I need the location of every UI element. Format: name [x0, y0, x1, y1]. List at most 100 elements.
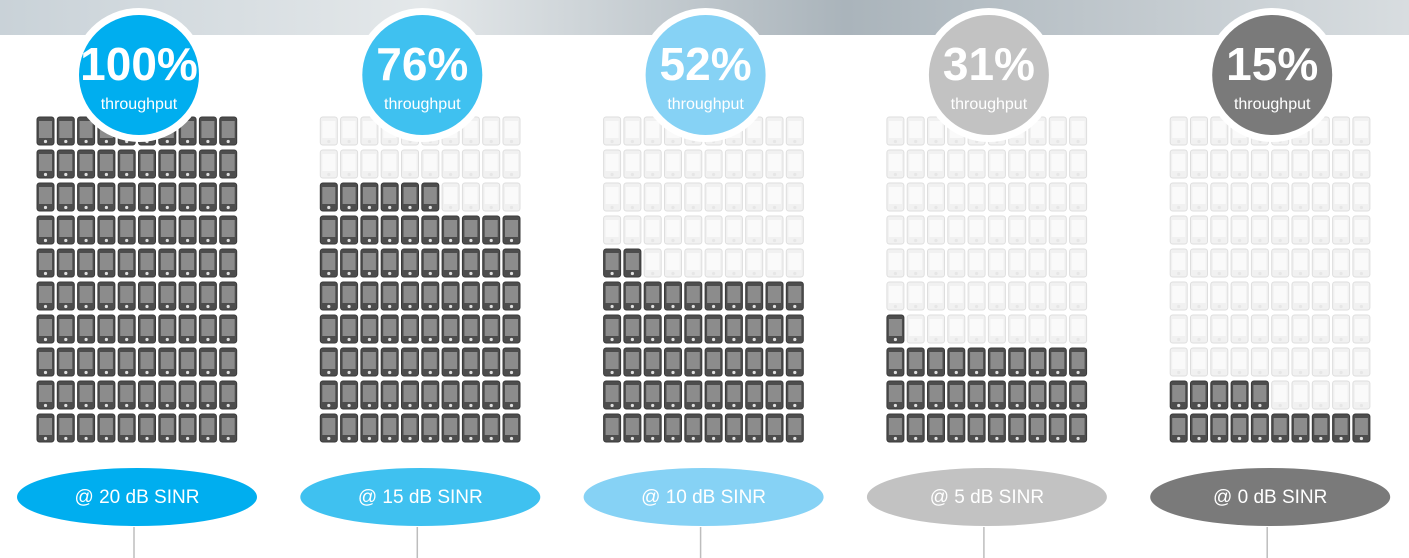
- phone-button: [1056, 436, 1060, 441]
- phone-button: [1056, 139, 1060, 144]
- phone-screen: [990, 286, 1004, 303]
- phone-icon: [1311, 248, 1330, 278]
- phone-icon: [77, 116, 96, 146]
- phone-icon: [421, 149, 440, 179]
- phone-button: [145, 436, 149, 441]
- phone-screen: [1051, 418, 1065, 435]
- phone-icon: [664, 182, 682, 212]
- phone-screen: [505, 286, 518, 303]
- phone-button: [367, 403, 371, 408]
- phone-icon: [56, 116, 75, 146]
- phone-button: [145, 403, 149, 408]
- badge: [645, 15, 766, 135]
- phone-screen: [99, 286, 113, 303]
- phone-screen: [160, 154, 174, 171]
- phone-screen: [666, 286, 680, 303]
- phone-button: [206, 238, 210, 243]
- phone-icon: [1028, 149, 1047, 179]
- phone-icon: [927, 380, 945, 410]
- phone-button: [752, 271, 756, 276]
- phone-icon: [1028, 182, 1047, 212]
- phone-screen: [1172, 385, 1186, 402]
- phone-button: [43, 370, 48, 375]
- phone-screen: [59, 385, 73, 402]
- phone-button: [691, 403, 695, 408]
- phone-button: [186, 271, 190, 276]
- phone-screen: [59, 121, 73, 138]
- phone-icon: [886, 281, 905, 311]
- phone-screen: [990, 154, 1004, 171]
- phone-screen: [768, 220, 781, 237]
- phone-button: [1056, 238, 1060, 243]
- phone-icon: [56, 215, 75, 245]
- phone-screen: [1192, 154, 1206, 171]
- phone-icon: [643, 116, 662, 146]
- phone-icon: [340, 281, 359, 311]
- phone-icon: [987, 149, 1006, 179]
- phone-button: [1238, 337, 1242, 342]
- phone-icon: [987, 281, 1006, 311]
- phone-icon: [138, 380, 156, 410]
- phone-screen: [99, 154, 113, 171]
- phone-button: [975, 436, 979, 441]
- phone-screen: [949, 253, 963, 270]
- phone-button: [610, 403, 614, 408]
- phone-icon: [97, 314, 116, 344]
- phone-icon: [745, 347, 764, 377]
- phone-screen: [1010, 352, 1024, 369]
- phone-button: [43, 238, 48, 243]
- phone-button: [64, 304, 68, 309]
- phone-icon: [684, 182, 703, 212]
- phone-button: [84, 205, 88, 210]
- percent-label: 52%: [660, 38, 752, 90]
- phone-screen: [949, 154, 963, 171]
- phone-screen: [625, 154, 639, 171]
- phone-screen: [1212, 385, 1226, 402]
- phone-button: [893, 271, 898, 276]
- phone-button: [1359, 370, 1363, 375]
- phone-icon: [1190, 314, 1208, 344]
- phone-icon: [178, 281, 197, 311]
- phone-screen: [1031, 121, 1044, 138]
- phone-icon: [138, 314, 156, 344]
- phone-button: [1278, 172, 1282, 177]
- phone-screen: [221, 187, 235, 204]
- phone-screen: [505, 253, 518, 270]
- phone-button: [428, 370, 432, 375]
- phone-button: [630, 436, 635, 441]
- phone-screen: [727, 319, 741, 336]
- phone-icon: [380, 248, 399, 278]
- phone-icon: [906, 149, 925, 179]
- phone-button: [630, 370, 635, 375]
- phone-screen: [383, 319, 397, 336]
- phone-icon: [886, 380, 905, 410]
- phone-icon: [97, 149, 116, 179]
- phone-icon: [219, 314, 238, 344]
- phone-screen: [1051, 286, 1065, 303]
- phone-button: [469, 139, 473, 144]
- phone-button: [671, 271, 675, 276]
- phone-button: [165, 436, 169, 441]
- phone-icon: [643, 380, 662, 410]
- phone-screen: [342, 121, 356, 138]
- phone-button: [691, 304, 695, 309]
- phone-icon: [967, 149, 986, 179]
- phone-icon: [1271, 248, 1290, 278]
- phone-button: [1339, 172, 1343, 177]
- phone-button: [1197, 271, 1201, 276]
- phone-button: [893, 172, 898, 177]
- phone-button: [630, 172, 635, 177]
- phone-button: [671, 370, 675, 375]
- phone-screen: [707, 220, 721, 237]
- phone-button: [752, 139, 756, 144]
- phone-screen: [768, 385, 781, 402]
- phone-screen: [1273, 319, 1287, 336]
- phone-button: [408, 436, 412, 441]
- phone-icon: [643, 281, 662, 311]
- phone-icon: [401, 314, 419, 344]
- phone-icon: [482, 215, 501, 245]
- phone-button: [104, 238, 108, 243]
- phone-button: [367, 370, 371, 375]
- phone-screen: [160, 319, 174, 336]
- phone-screen: [1354, 253, 1368, 270]
